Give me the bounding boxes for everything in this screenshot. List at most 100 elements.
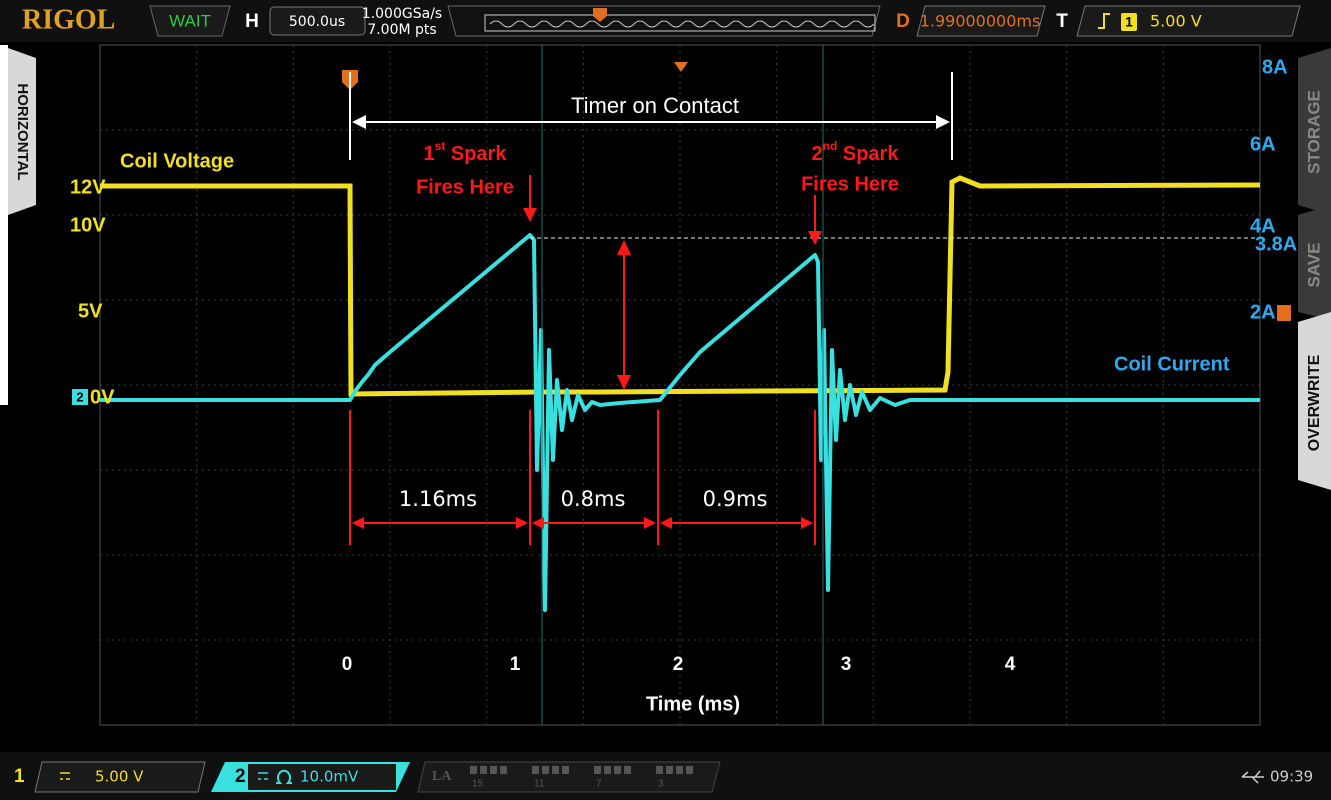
channel-marker: 2 — [76, 389, 83, 404]
la-channel — [656, 766, 663, 774]
red-marks — [349, 175, 816, 545]
status[interactable]: WAIT — [169, 11, 211, 30]
screen-border — [99, 44, 1261, 726]
la-channel — [614, 766, 621, 774]
current-trace — [100, 233, 1260, 612]
time-tick: 0 — [342, 654, 353, 675]
time-tick: 4 — [1005, 654, 1016, 675]
la-channel — [480, 766, 487, 774]
status-box — [149, 5, 231, 37]
spark2-number: 2 — [812, 143, 823, 165]
la-label: LA — [432, 769, 452, 784]
la-group-label: 3 — [658, 779, 664, 790]
ch2-number: 2 — [235, 766, 246, 787]
trigger-position-top — [674, 62, 688, 72]
overview-wave — [489, 20, 875, 28]
delay-box — [916, 5, 1046, 37]
la-channel — [624, 766, 631, 774]
la-channel — [676, 766, 683, 774]
current-title: Coil Current — [1114, 353, 1230, 375]
timebase[interactable]: 500.0us — [289, 14, 345, 30]
h-label: H — [245, 11, 259, 32]
interval-label: 0.8ms — [561, 487, 626, 511]
voltage-trace — [100, 175, 1261, 397]
ch1-number[interactable]: 1 — [14, 766, 25, 787]
la-group-label: 11 — [534, 779, 545, 790]
time-title: Time (ms) — [646, 693, 740, 715]
interval-label: 0.9ms — [703, 487, 768, 511]
la-group-label: 15 — [472, 779, 484, 790]
timer-markers — [349, 72, 953, 160]
memory-depth: 7.00M pts — [367, 22, 436, 38]
spark2-line2: Fires Here — [801, 173, 899, 195]
spark2-label: 2nd Spark — [812, 139, 900, 165]
storage-tab[interactable] — [1298, 48, 1331, 215]
ch2-coupling — [258, 772, 268, 780]
trigger-edge-icon — [1098, 13, 1110, 29]
ch1-box[interactable] — [34, 761, 206, 793]
interval-label: 1.16ms — [399, 487, 477, 511]
current-label: 4A — [1250, 215, 1276, 237]
la-channel — [490, 766, 497, 774]
ch1-coupling — [60, 772, 70, 780]
spark1-number: 1 — [424, 143, 435, 165]
save-label[interactable]: SAVE — [1304, 242, 1323, 287]
voltage-label: 5V — [78, 300, 103, 322]
channel-marker-box — [72, 389, 88, 405]
spark1-line2: Fires Here — [416, 176, 514, 198]
la-channel — [604, 766, 611, 774]
storage-label[interactable]: STORAGE — [1304, 90, 1323, 174]
voltage-label: 12V — [70, 176, 106, 198]
la-channel — [470, 766, 477, 774]
ch2-inner — [248, 764, 396, 790]
spark1-text: Spark — [445, 143, 507, 165]
time-tick: 2 — [673, 654, 684, 675]
voltage-label: 10V — [70, 214, 106, 236]
la-channel — [666, 766, 673, 774]
ch1-scale: 5.00 V — [95, 768, 144, 786]
trigger-position-marker — [593, 8, 607, 22]
trigger-source-box — [1121, 13, 1137, 31]
spark1-suffix: st — [435, 139, 446, 153]
spark2-suffix: nd — [823, 139, 838, 153]
la-groups: 15 11 7 3 — [470, 766, 693, 790]
la-channel — [686, 766, 693, 774]
la-channel — [500, 766, 507, 774]
spark2-text: Spark — [837, 143, 899, 165]
la-channel — [542, 766, 549, 774]
left-tab[interactable] — [8, 48, 36, 215]
la-channel — [594, 766, 601, 774]
left-margin — [0, 45, 8, 405]
voltage-title: Coil Voltage — [120, 150, 234, 172]
trigger-level[interactable]: 5.00 V — [1150, 12, 1202, 31]
current-label: 3.8A — [1255, 233, 1297, 255]
overview-window — [484, 14, 876, 32]
la-channel — [552, 766, 559, 774]
trigger-level-marker — [1277, 305, 1291, 321]
d-label: D — [896, 11, 910, 32]
current-label: 2A — [1250, 301, 1276, 323]
trigger-source: 1 — [1125, 14, 1133, 30]
brand: RIGOL — [22, 4, 115, 35]
la-channel — [562, 766, 569, 774]
timebase-box — [269, 6, 366, 36]
ch2-scale: 10.0mV — [300, 768, 359, 786]
current-label: 8A — [1262, 56, 1288, 78]
la-channel — [532, 766, 539, 774]
overwrite-tab[interactable] — [1298, 312, 1331, 490]
time-tick: 3 — [841, 654, 852, 675]
t-label: T — [1056, 11, 1068, 32]
voltage-label: 0V — [90, 386, 115, 408]
top-bar: RIGOL WAIT H 500.0us 1.000GSa/s 7.00M pt… — [0, 0, 1331, 42]
left-tab-label[interactable]: HORIZONTAL — [14, 83, 31, 180]
time-tick: 1 — [510, 654, 521, 675]
overwrite-label[interactable]: OVERWRITE — [1306, 354, 1323, 451]
timer-label: Timer on Contact — [571, 93, 739, 118]
current-label: 6A — [1250, 133, 1276, 155]
spark1-label: 1st Spark — [424, 139, 508, 165]
save-tab[interactable] — [1298, 205, 1331, 320]
grid — [100, 45, 1260, 725]
la-group-label: 7 — [596, 779, 602, 790]
bottom-bar: 1 5.00 V 2 10.0mV LA 15 11 7 3 09:39 — [0, 752, 1331, 800]
delay[interactable]: 1.99000000ms — [920, 12, 1041, 31]
